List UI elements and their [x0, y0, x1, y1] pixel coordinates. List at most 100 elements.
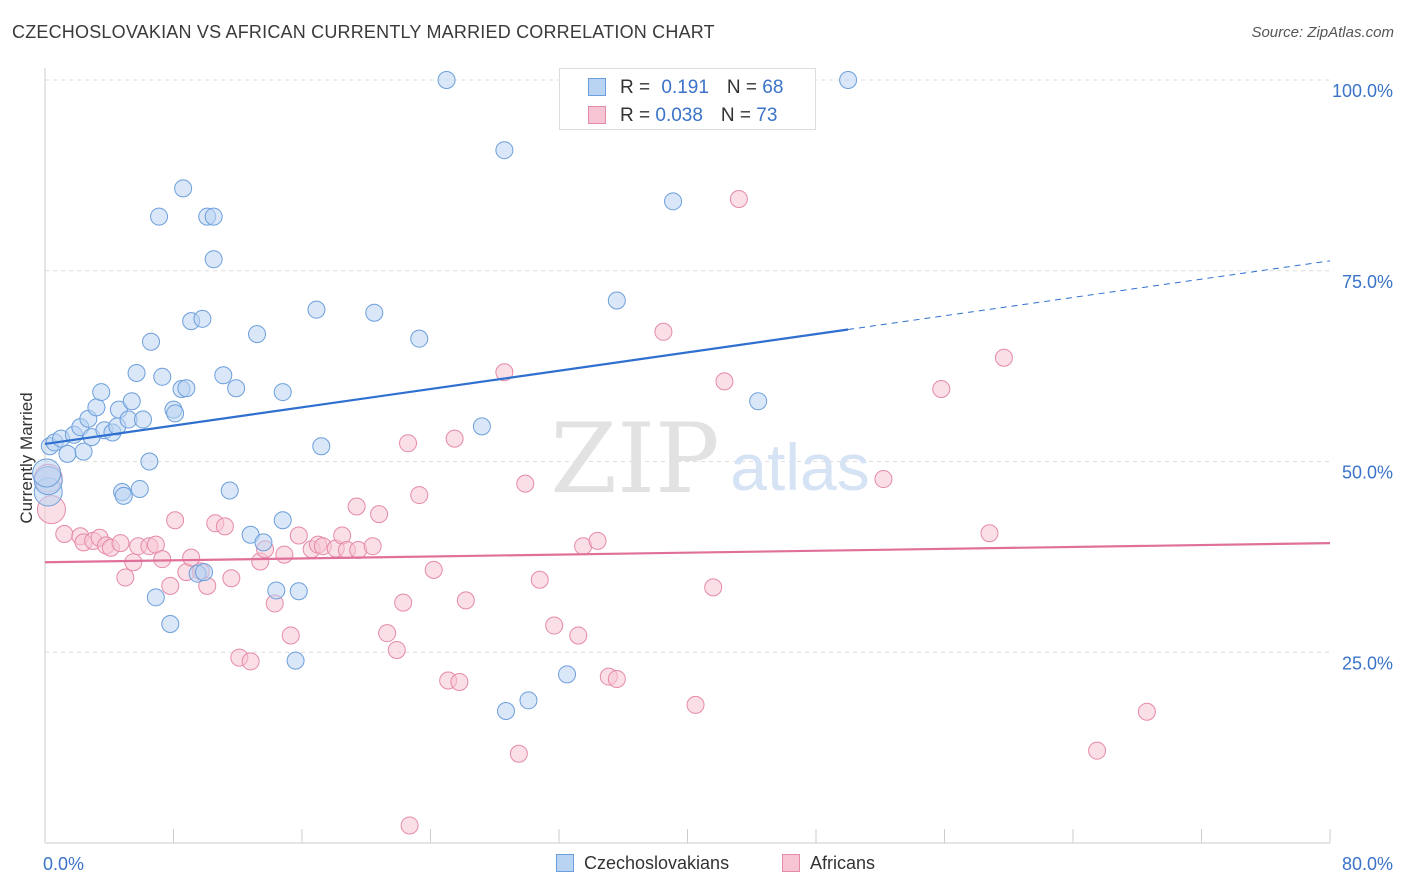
czechoslovakian-point [127, 363, 146, 382]
czechoslovakian-point [273, 383, 292, 402]
czechoslovakian-point [133, 410, 152, 429]
legend-r-value: 0.191 [661, 77, 709, 98]
tick-labels: 25.0% 50.0% 75.0% 100.0% 0.0% 80.0% [43, 81, 1393, 874]
african-point [399, 434, 418, 453]
african-point [182, 548, 201, 567]
african-point [241, 652, 260, 671]
czechoslovakian-point [254, 533, 273, 552]
african-point [370, 505, 389, 524]
chart-title: CZECHOSLOVAKIAN VS AFRICAN CURRENTLY MAR… [12, 22, 715, 42]
czechoslovakian-point [248, 325, 267, 344]
african-point [1137, 702, 1156, 721]
czechoslovakian-point [130, 479, 149, 498]
african-point [509, 744, 528, 763]
czechoslovakian-point [307, 300, 326, 319]
x-tick-label: 0.0% [43, 854, 84, 874]
african-point [569, 626, 588, 645]
czechoslovakian-point [150, 207, 169, 226]
african-point [111, 534, 130, 553]
african-point [55, 524, 74, 543]
czechoslovakian-point [220, 481, 239, 500]
czechoslovakian-point [472, 417, 491, 436]
czechoslovakian-point [558, 665, 577, 684]
african-point [874, 470, 893, 489]
african-point [545, 616, 564, 635]
african-point [445, 429, 464, 448]
legend-n-value: 73 [756, 105, 778, 126]
czechoslovakian-point [437, 71, 456, 89]
african-point [450, 673, 469, 692]
african-point [347, 497, 366, 516]
african-point [289, 526, 308, 545]
czechoslovakian-point [122, 392, 141, 411]
czechoslovakian-point [365, 303, 384, 322]
african-point [124, 553, 143, 572]
african-point [394, 593, 413, 612]
czechoslovakians-points [32, 71, 858, 721]
trend-lines [44, 260, 1331, 564]
czechoslovakian-point [204, 207, 223, 226]
african-point [363, 537, 382, 556]
x-tick-label: 80.0% [1342, 854, 1393, 874]
african-point [686, 695, 705, 714]
african-point [729, 190, 748, 209]
legend-row-czechoslovakians: R = 0.191 N = 68 [560, 73, 815, 101]
czechoslovakian-point [92, 383, 111, 402]
african-point [215, 517, 234, 536]
y-tick-label: 50.0% [1342, 463, 1393, 483]
african-point [410, 486, 429, 505]
legend-row-africans: R = 0.038 N = 73 [560, 101, 815, 129]
czechoslovakian-point [177, 379, 196, 398]
legend-swatch-pink [588, 106, 606, 124]
czechoslovakian-point [273, 511, 292, 530]
czechoslovakian-point [519, 691, 538, 710]
african-point [387, 640, 406, 659]
african-point [378, 624, 397, 643]
watermark: ZIP atlas [550, 403, 869, 515]
african-point [516, 474, 535, 493]
czechoslovakian-point [227, 379, 246, 398]
axes [44, 68, 1331, 844]
bottom-legend-swatch-blue [556, 854, 574, 872]
african-point [715, 372, 734, 391]
czechoslovakian-point [174, 179, 193, 198]
czechoslovakian-point [410, 329, 429, 348]
czechoslovakian-point [749, 392, 768, 411]
czechoslovakian-point [286, 651, 305, 670]
african-point [166, 511, 185, 530]
african-point [607, 669, 626, 688]
czechoslovakian-point [58, 444, 77, 463]
source-label: Source: ZipAtlas.com [1251, 24, 1394, 41]
african-point [530, 570, 549, 589]
legend-swatch-blue [588, 78, 606, 96]
african-point [654, 322, 673, 341]
african-point [153, 550, 172, 569]
african-point [116, 568, 135, 587]
african-point [588, 531, 607, 550]
czechoslovakian-point [607, 291, 626, 310]
legend-r-value: 0.038 [655, 105, 703, 126]
czechoslovakian-point [161, 615, 180, 634]
african-point [932, 380, 951, 399]
czechoslovakian-point [289, 582, 308, 601]
czechoslovakian-point [140, 452, 159, 471]
czechoslovakian-point [195, 563, 214, 582]
czechoslovakian-point [166, 404, 185, 423]
czechoslovakian-point [267, 581, 286, 600]
african-point [994, 348, 1013, 367]
african-point [980, 524, 999, 543]
czechoslovakian-point [193, 309, 212, 328]
czechoslovakian-point [146, 588, 165, 607]
czechoslovakian-point [312, 437, 331, 456]
legend-n-value: 68 [762, 77, 784, 98]
czechoslovakian-point [32, 458, 62, 488]
african-point [275, 545, 294, 564]
czechoslovakian-point [142, 332, 161, 351]
african-point [495, 363, 514, 382]
legend-box: R = 0.191 N = 68 R = 0.038 N = 73 [559, 68, 816, 130]
czechoslovakian-point [214, 366, 233, 385]
czechoslovakian-point [496, 702, 515, 721]
african-point [1088, 741, 1107, 760]
legend-text: R = 0.191 N = 68 [620, 77, 784, 98]
